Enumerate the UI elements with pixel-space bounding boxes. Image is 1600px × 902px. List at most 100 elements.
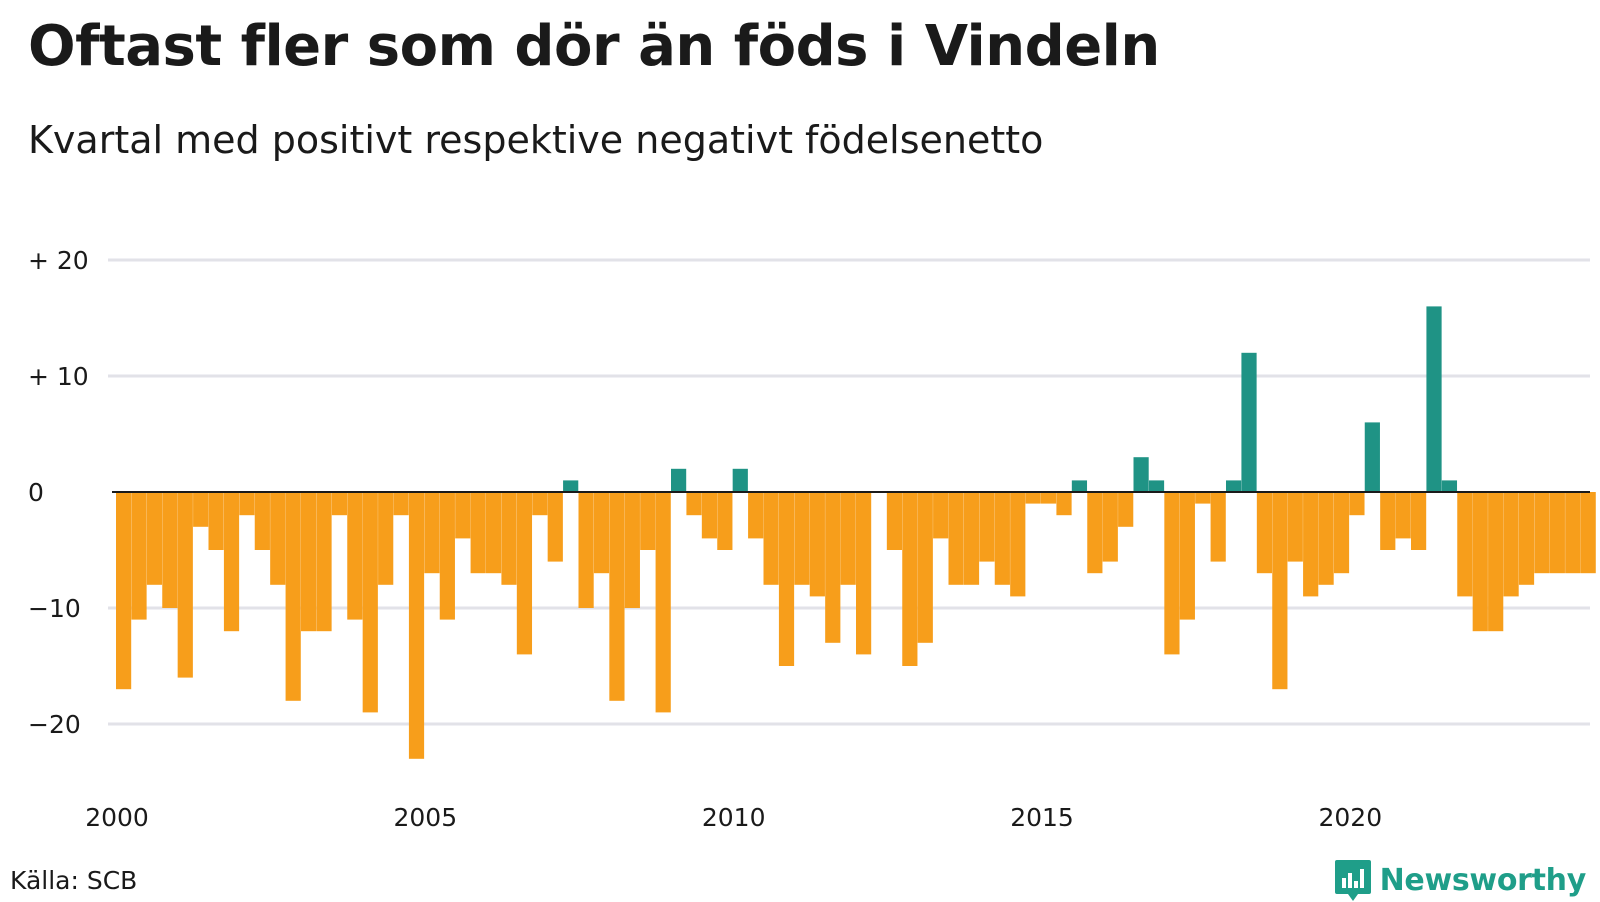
bar — [1457, 492, 1473, 597]
bar — [1226, 480, 1242, 492]
bar — [131, 492, 147, 620]
bar — [1411, 492, 1427, 550]
bar — [948, 492, 964, 585]
bar — [840, 492, 856, 585]
bar — [671, 468, 687, 492]
bar — [1087, 492, 1103, 574]
brand-logo: Newsworthy — [1334, 858, 1586, 902]
bar — [732, 468, 748, 492]
bar — [686, 492, 702, 516]
y-tick-label: + 10 — [28, 362, 89, 391]
bar — [856, 492, 872, 655]
bar — [748, 492, 764, 539]
y-tick-label: + 20 — [28, 246, 89, 275]
bar — [1472, 492, 1488, 632]
bar — [778, 492, 795, 666]
bar — [1118, 492, 1134, 527]
bar — [378, 492, 394, 585]
bar — [470, 492, 486, 574]
bar — [563, 480, 579, 492]
bars — [116, 306, 1596, 759]
bar — [624, 492, 640, 608]
source-label: Källa: SCB — [10, 866, 138, 895]
bar — [640, 492, 656, 550]
x-tick-labels: 2000 2005 2010 2015 2020 — [85, 803, 1382, 832]
bar — [1179, 492, 1195, 620]
x-tick-label: 2020 — [1318, 803, 1382, 832]
bar — [1071, 480, 1088, 492]
bar — [593, 492, 610, 574]
bar — [609, 492, 625, 701]
bar — [1195, 492, 1211, 504]
bar — [655, 492, 671, 713]
bar — [1256, 492, 1273, 574]
bar — [146, 492, 163, 585]
grid-lines — [108, 258, 1590, 726]
bar — [316, 492, 332, 632]
bar — [886, 492, 903, 550]
bar — [1349, 492, 1365, 516]
bar — [794, 492, 810, 585]
bar — [1025, 492, 1041, 504]
bar — [1318, 492, 1334, 585]
bar — [516, 492, 533, 655]
bar — [1549, 492, 1565, 574]
bar — [1503, 492, 1519, 597]
bar — [362, 492, 378, 713]
bar — [933, 492, 949, 539]
bar — [223, 492, 240, 632]
bar — [1164, 492, 1180, 655]
bar — [578, 492, 594, 608]
brand-name: Newsworthy — [1379, 862, 1587, 898]
y-tick-label: −20 — [28, 710, 81, 739]
bar — [1380, 492, 1396, 550]
bar — [193, 492, 209, 527]
bar — [162, 492, 178, 608]
bar — [1010, 492, 1026, 597]
bar — [1364, 422, 1380, 492]
bar — [1241, 352, 1257, 492]
bar — [439, 492, 455, 620]
bar — [979, 492, 995, 562]
bar — [994, 492, 1010, 585]
newsworthy-bar-chart-icon — [1334, 860, 1371, 901]
bar — [1426, 306, 1442, 492]
bar — [1287, 492, 1303, 562]
bar — [532, 492, 548, 516]
bar — [1534, 492, 1550, 574]
bar — [455, 492, 471, 539]
bar — [1580, 492, 1596, 574]
y-tick-label: 0 — [28, 478, 44, 507]
bar — [1056, 492, 1072, 516]
bar — [547, 492, 563, 562]
bar — [1565, 492, 1581, 574]
bar — [963, 492, 980, 585]
bar — [1441, 480, 1458, 492]
bar — [1518, 492, 1535, 585]
bar — [301, 492, 317, 632]
bar — [331, 492, 348, 516]
bar — [1102, 492, 1118, 562]
bar — [1272, 492, 1288, 690]
bar — [1395, 492, 1411, 539]
bar — [254, 492, 270, 550]
bar — [1148, 480, 1165, 492]
bar — [393, 492, 409, 516]
chart-subtitle: Kvartal med positivt respektive negativt… — [28, 118, 1044, 162]
bar — [1133, 457, 1149, 492]
bar — [116, 492, 132, 690]
x-tick-label: 2010 — [702, 803, 766, 832]
bar — [270, 492, 286, 585]
bar — [1303, 492, 1319, 597]
chart-title: Oftast fler som dör än föds i Vindeln — [28, 14, 1160, 79]
bar — [825, 492, 841, 643]
bar — [917, 492, 933, 643]
bar — [1333, 492, 1350, 574]
bar — [239, 492, 255, 516]
bar — [1041, 492, 1057, 504]
bar — [501, 492, 517, 585]
bar — [486, 492, 502, 574]
bar — [1488, 492, 1504, 632]
x-tick-label: 2000 — [85, 803, 149, 832]
